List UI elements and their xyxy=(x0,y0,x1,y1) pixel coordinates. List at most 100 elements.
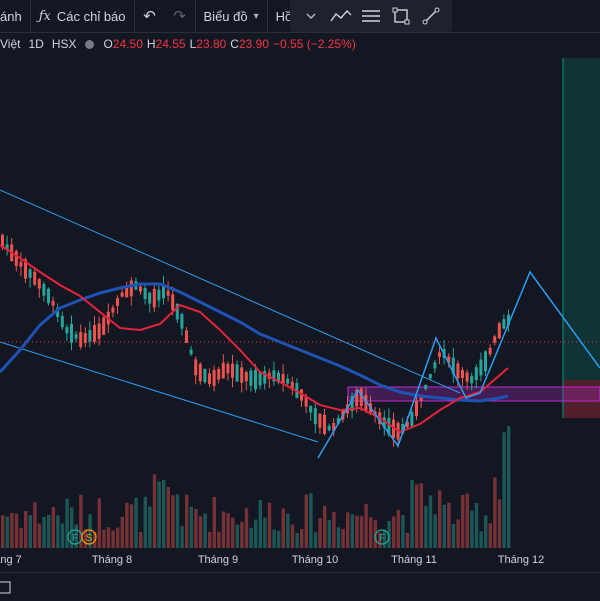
volume-bar xyxy=(281,508,285,548)
candle-body xyxy=(281,374,285,384)
candle-body xyxy=(157,289,161,301)
candle-body xyxy=(5,244,9,250)
volume-bar xyxy=(396,510,400,548)
symbol-legend[interactable]: Việt 1D HSX O 24.50 H 24.55 L 23.80 C 23.90 … xyxy=(0,36,360,52)
undo-button[interactable]: ↶ xyxy=(135,0,165,32)
volume-bar xyxy=(217,531,221,548)
volume-bar xyxy=(493,477,497,548)
candle-body xyxy=(116,298,119,306)
go-to-date-icon[interactable] xyxy=(0,579,16,595)
volume-bar xyxy=(152,474,157,548)
time-axis[interactable]: áng 7 Tháng 8 Tháng 9 Tháng 10 Tháng 11 … xyxy=(0,548,600,572)
interval-label: 1D xyxy=(28,37,44,51)
candle-body xyxy=(65,327,69,334)
indicators-button[interactable]: ƒx Các chỉ báo xyxy=(31,0,135,32)
candle-body xyxy=(364,394,368,412)
candle-body xyxy=(125,285,129,298)
candle-body xyxy=(235,364,239,382)
volume-bar xyxy=(79,494,83,548)
split-marker[interactable]: S xyxy=(81,529,97,545)
loss-zone[interactable] xyxy=(563,380,600,418)
candle-body xyxy=(97,323,101,339)
zigzag-pattern-line[interactable] xyxy=(317,270,600,459)
channel-lower-line[interactable] xyxy=(0,341,319,443)
dividend-marker-2[interactable]: F xyxy=(374,529,390,545)
drawing-toolbar-chevron[interactable] xyxy=(296,0,326,32)
candle-body xyxy=(24,259,27,279)
volume-bar xyxy=(332,511,336,548)
channel-upper-line[interactable] xyxy=(0,189,461,394)
profit-zone[interactable] xyxy=(563,58,600,380)
volume-bars xyxy=(1,426,511,548)
volume-bar xyxy=(240,521,244,548)
candle-body xyxy=(166,290,170,296)
volume-bar xyxy=(488,523,492,548)
volume-bar xyxy=(116,527,120,548)
candle-body xyxy=(33,271,37,285)
volume-bar xyxy=(272,529,276,548)
volume-bar xyxy=(355,515,359,548)
symbol-name: Việt xyxy=(0,37,21,51)
candle-body xyxy=(401,424,405,434)
candle-body xyxy=(120,292,124,297)
redo-button[interactable]: ↷ xyxy=(165,0,196,32)
volume-bar xyxy=(189,506,193,548)
candle-body xyxy=(102,317,106,335)
rectangle-icon xyxy=(392,7,410,25)
volume-bar xyxy=(120,516,124,548)
volume-bar xyxy=(83,529,88,548)
open-key: O xyxy=(103,37,113,51)
horizontal-lines-tool[interactable] xyxy=(356,0,386,32)
volume-bar xyxy=(267,502,272,548)
candle-body xyxy=(148,292,152,304)
time-label: Tháng 11 xyxy=(391,554,437,566)
volume-bar xyxy=(346,512,350,548)
volume-bar xyxy=(433,514,437,548)
trend-line-tool[interactable] xyxy=(326,0,356,32)
timeframe-button[interactable]: ánh xyxy=(0,0,31,32)
volume-bar xyxy=(74,524,78,548)
candle-body xyxy=(438,352,441,357)
volume-bar xyxy=(465,493,469,548)
time-label: Tháng 12 xyxy=(497,554,545,566)
volume-bar xyxy=(359,516,364,548)
volume-bar xyxy=(97,498,101,548)
volume-bar xyxy=(28,515,32,548)
volume-bar xyxy=(139,531,143,548)
rectangle-tool[interactable] xyxy=(386,0,416,32)
candle-body xyxy=(359,388,363,407)
candle-body xyxy=(309,405,313,413)
volume-bar xyxy=(304,494,308,548)
volume-bar xyxy=(382,529,387,548)
candle-body xyxy=(474,367,478,381)
ray-tool[interactable] xyxy=(416,0,446,32)
volume-bar xyxy=(5,516,9,548)
volume-bar xyxy=(327,519,331,548)
time-label: áng 7 xyxy=(0,554,22,566)
candle-body xyxy=(111,307,115,313)
volume-bar xyxy=(235,524,239,548)
time-label: Tháng 10 xyxy=(291,554,339,566)
candle-body xyxy=(185,330,188,343)
candle-body xyxy=(88,330,92,342)
volume-bar xyxy=(497,499,502,548)
volume-bar xyxy=(378,532,382,548)
candle-body xyxy=(162,285,165,299)
volume-bar xyxy=(166,486,170,548)
volume-bar xyxy=(125,502,129,548)
time-label: Tháng 9 xyxy=(197,554,239,566)
candle-body xyxy=(355,389,359,407)
chevron-down-icon xyxy=(306,13,316,20)
candle-body xyxy=(488,347,492,355)
svg-text:S: S xyxy=(86,533,93,544)
volume-bar xyxy=(341,528,345,548)
candle-body xyxy=(244,372,248,382)
volume-bar xyxy=(428,495,433,548)
horizontal-lines-icon xyxy=(362,10,380,22)
volume-bar xyxy=(33,502,37,548)
time-label: Tháng 8 xyxy=(91,554,133,566)
chart-type-button[interactable]: Biểu đồ ▾ xyxy=(196,0,268,32)
candle-body xyxy=(254,369,257,390)
volume-bar xyxy=(185,494,189,548)
